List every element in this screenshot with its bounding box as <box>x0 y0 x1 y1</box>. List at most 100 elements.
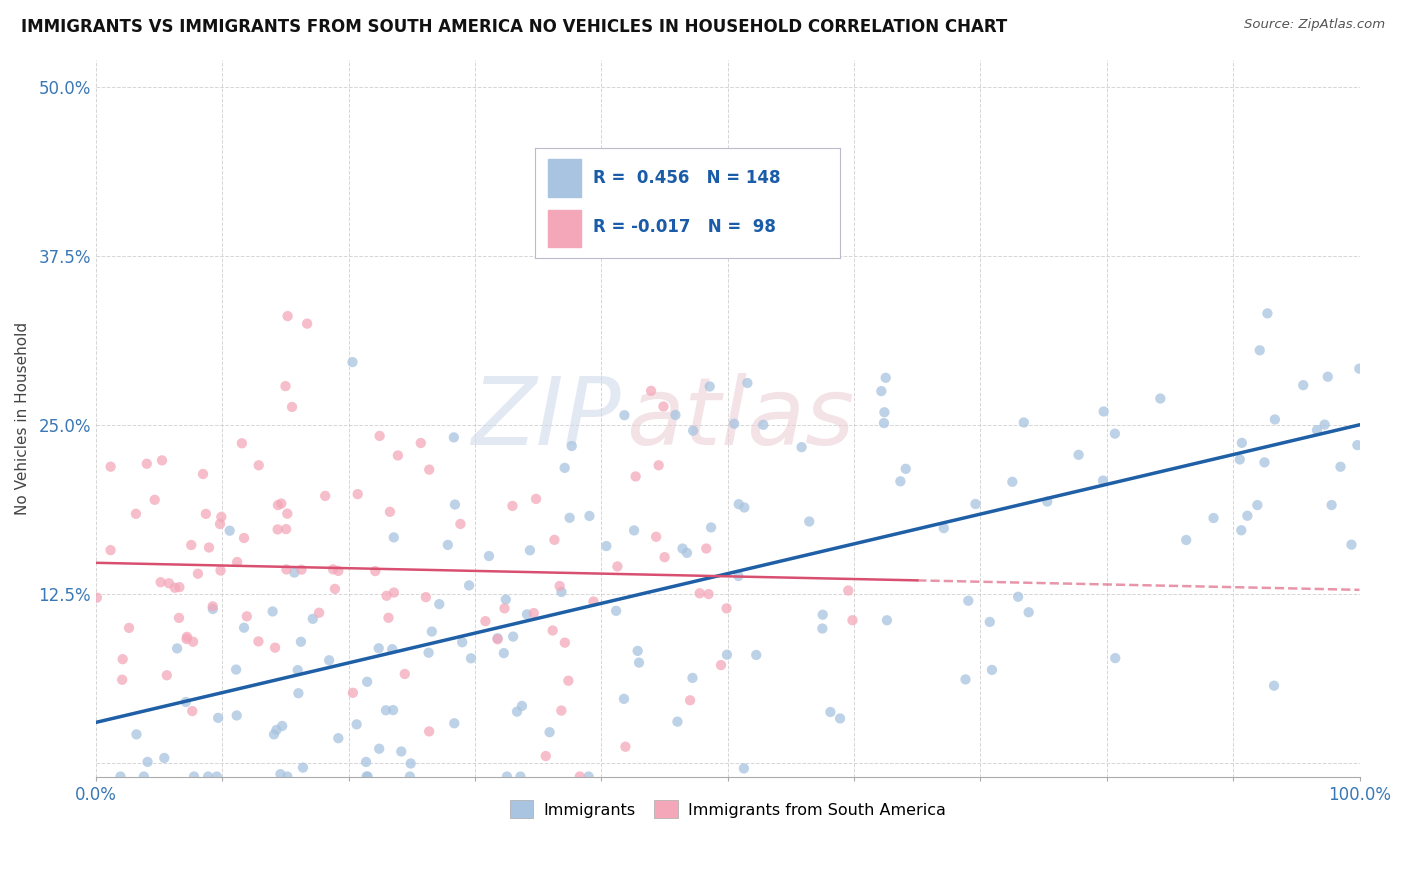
Point <box>290 563 312 577</box>
Point <box>1320 498 1343 512</box>
Point <box>233 531 256 545</box>
Point <box>1175 533 1198 547</box>
Point <box>623 524 645 538</box>
Point <box>166 641 188 656</box>
Legend: Immigrants, Immigrants from South America: Immigrants, Immigrants from South Americ… <box>502 792 953 826</box>
Point <box>652 400 675 414</box>
Point <box>640 384 662 398</box>
Point <box>519 543 541 558</box>
Point <box>1104 651 1126 665</box>
Point <box>233 621 256 635</box>
Point <box>889 475 911 489</box>
Point <box>269 767 291 781</box>
Point <box>427 597 450 611</box>
Point <box>543 533 565 547</box>
Point <box>399 756 422 771</box>
Point <box>458 578 481 592</box>
Point <box>474 614 496 628</box>
Point <box>790 440 813 454</box>
Point <box>1292 378 1315 392</box>
Point <box>486 632 509 646</box>
Point <box>979 615 1001 629</box>
Point <box>149 575 172 590</box>
Point <box>163 581 186 595</box>
Point <box>356 674 378 689</box>
Point <box>322 562 344 576</box>
Point <box>290 634 312 648</box>
Point <box>443 430 465 444</box>
Point <box>287 663 309 677</box>
Point <box>207 711 229 725</box>
Point <box>654 550 676 565</box>
Point <box>301 612 323 626</box>
Point <box>374 703 396 717</box>
Point <box>328 731 350 746</box>
Point <box>111 652 134 666</box>
Text: Source: ZipAtlas.com: Source: ZipAtlas.com <box>1244 18 1385 31</box>
Point <box>624 469 647 483</box>
Point <box>291 761 314 775</box>
Point <box>965 497 987 511</box>
Point <box>1092 404 1115 418</box>
Point <box>1007 590 1029 604</box>
Point <box>308 606 330 620</box>
Point <box>136 755 159 769</box>
Point <box>554 635 576 649</box>
Point <box>811 607 834 622</box>
Point <box>561 439 583 453</box>
Point <box>1229 452 1251 467</box>
Point <box>451 635 474 649</box>
Point <box>955 673 977 687</box>
Point <box>225 663 247 677</box>
Point <box>364 564 387 578</box>
Point <box>1340 538 1362 552</box>
Point <box>295 317 318 331</box>
Point <box>1263 679 1285 693</box>
Point <box>873 416 896 430</box>
Y-axis label: No Vehicles in Household: No Vehicles in Household <box>15 321 30 515</box>
Point <box>671 541 693 556</box>
Point <box>538 725 561 739</box>
Point <box>375 589 398 603</box>
Point <box>276 507 298 521</box>
Point <box>125 507 148 521</box>
Point <box>837 583 859 598</box>
Point <box>314 489 336 503</box>
Point <box>870 384 893 398</box>
Point <box>820 705 842 719</box>
Point <box>710 658 733 673</box>
Point <box>118 621 141 635</box>
Point <box>267 498 290 512</box>
Point <box>523 606 546 620</box>
Point <box>276 770 298 784</box>
Point <box>420 624 443 639</box>
Point <box>125 727 148 741</box>
Point <box>737 376 759 390</box>
Point <box>197 770 219 784</box>
Point <box>176 632 198 646</box>
Point <box>1329 459 1351 474</box>
Point <box>1306 423 1329 437</box>
Point <box>478 549 501 563</box>
Point <box>157 576 180 591</box>
Point <box>174 695 197 709</box>
Point <box>811 622 834 636</box>
Point <box>875 371 897 385</box>
Point <box>187 566 209 581</box>
Point <box>1316 369 1339 384</box>
Text: R = -0.017   N =  98: R = -0.017 N = 98 <box>593 219 776 236</box>
Point <box>957 593 980 607</box>
Text: ZIP: ZIP <box>471 373 620 464</box>
Point <box>135 457 157 471</box>
Point <box>614 739 637 754</box>
Text: IMMIGRANTS VS IMMIGRANTS FROM SOUTH AMERICA NO VEHICLES IN HOUSEHOLD CORRELATION: IMMIGRANTS VS IMMIGRANTS FROM SOUTH AMER… <box>21 18 1007 36</box>
Point <box>980 663 1002 677</box>
Point <box>111 673 134 687</box>
Point <box>270 496 292 510</box>
Point <box>695 541 717 556</box>
Point <box>281 400 304 414</box>
Point <box>449 516 471 531</box>
Bar <box>547 160 581 196</box>
Point <box>1348 361 1371 376</box>
Point <box>150 453 173 467</box>
